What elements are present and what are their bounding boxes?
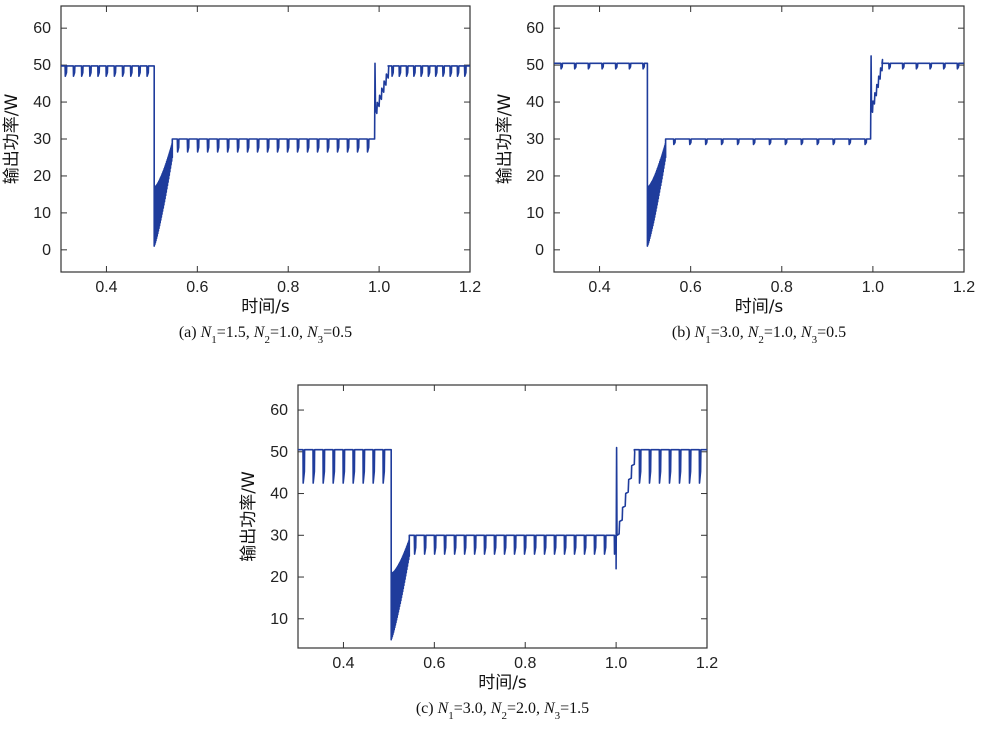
x-tick-label: 0.6 [680,279,702,296]
x-tick-label: 0.8 [277,279,299,296]
y-tick-label: 40 [270,486,288,503]
x-axis-label: 时间/s [478,673,527,693]
y-tick-label: 10 [33,205,51,222]
plot-frame [297,384,708,649]
y-tick-label: 0 [535,242,544,259]
y-axis-label: 输出功率/W [495,94,515,185]
y-tick-label: 60 [33,20,51,37]
figure-caption: (c) N1=3.0, N2=2.0, N3=1.5 [416,700,589,722]
x-axis-label: 时间/s [735,297,784,317]
power-series-line [61,62,470,247]
y-tick-label: 10 [526,205,544,222]
y-tick-label: 30 [526,131,544,148]
x-tick-label: 0.8 [771,279,793,296]
y-tick-label: 30 [270,527,288,544]
y-tick-label: 40 [526,94,544,111]
y-axis-label: 输出功率/W [239,471,259,562]
x-tick-label: 0.4 [588,279,610,296]
y-tick-label: 50 [33,57,51,74]
x-tick-label: 0.4 [332,655,354,672]
y-tick-label: 60 [270,402,288,419]
x-tick-label: 1.0 [605,655,627,672]
figure-caption: (b) N1=3.0, N2=1.0, N3=0.5 [672,324,846,346]
y-tick-label: 50 [526,57,544,74]
x-axis-label: 时间/s [241,297,290,317]
y-axis-label: 输出功率/W [2,94,22,185]
power-series-line [554,55,964,247]
power-series-line [298,446,707,641]
x-tick-label: 0.6 [423,655,445,672]
y-tick-label: 0 [42,242,51,259]
x-tick-label: 1.0 [862,279,884,296]
figure-caption: (a) N1=1.5, N2=1.0, N3=0.5 [179,324,352,346]
x-tick-label: 1.0 [368,279,390,296]
x-tick-label: 1.2 [953,279,975,296]
y-tick-label: 40 [33,94,51,111]
y-tick-label: 60 [526,20,544,37]
y-tick-label: 20 [270,569,288,586]
x-tick-label: 0.4 [95,279,117,296]
x-tick-label: 0.6 [186,279,208,296]
y-tick-label: 50 [270,444,288,461]
x-tick-label: 0.8 [514,655,536,672]
y-tick-label: 10 [270,611,288,628]
x-tick-label: 1.2 [459,279,481,296]
y-tick-label: 20 [33,168,51,185]
y-tick-label: 20 [526,168,544,185]
y-tick-label: 30 [33,131,51,148]
x-tick-label: 1.2 [696,655,718,672]
